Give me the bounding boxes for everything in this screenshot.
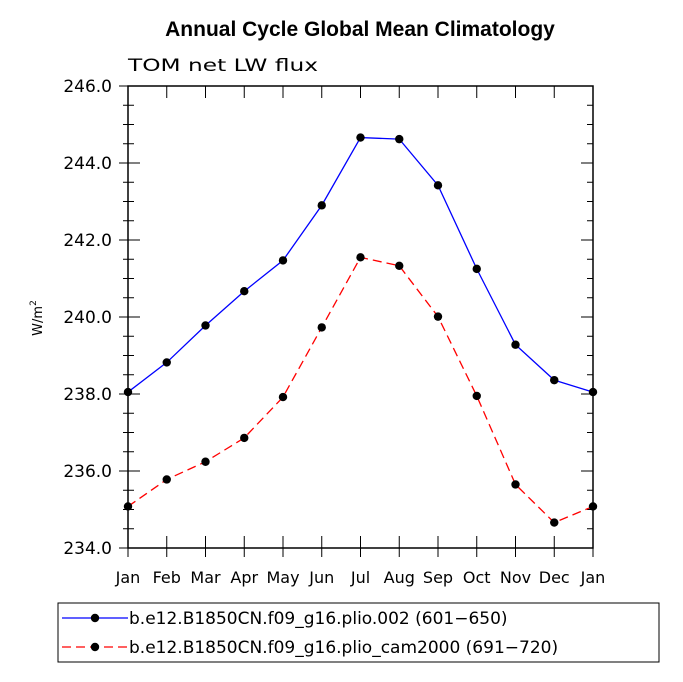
series-2-point xyxy=(550,518,559,527)
x-tick-label: Dec xyxy=(539,568,570,587)
series-2-point xyxy=(472,391,481,401)
series-2-point xyxy=(395,261,404,270)
series-1-point xyxy=(278,256,288,265)
x-tick-label: Oct xyxy=(463,568,491,587)
series-2-point xyxy=(317,323,326,332)
y-axis-label: W/m2 xyxy=(29,300,46,336)
series-1-point xyxy=(317,201,326,210)
series-2-point xyxy=(278,392,288,402)
chart-subtitle: TOM net LW flux xyxy=(127,56,318,76)
legend-marker-2 xyxy=(90,642,100,652)
y-tick-label: 246.0 xyxy=(63,77,112,97)
x-tick-label: May xyxy=(266,568,299,587)
plot-frame xyxy=(127,85,594,549)
y-axis-label-main: W/m xyxy=(31,306,46,336)
legend-label-1: b.e12.B1850CN.f09_g16.plio.002 (601−650) xyxy=(129,609,508,629)
axis-tick-labels: Jan Feb Mar Apr May Jun Jul Aug Sep Oct Nov Dec Jan2… xyxy=(63,77,605,587)
x-tick-label: Jan xyxy=(115,568,141,587)
y-tick-label: 234.0 xyxy=(63,539,112,559)
series-2-point xyxy=(433,312,443,321)
x-tick-label: Apr xyxy=(230,568,258,587)
legend-label-2: b.e12.B1850CN.f09_g16.plio_cam2000 (691−… xyxy=(129,638,558,658)
x-tick-label: Nov xyxy=(500,568,531,587)
x-tick-label: Feb xyxy=(153,568,181,587)
y-tick-label: 238.0 xyxy=(63,385,112,405)
series-1-point xyxy=(472,264,481,274)
series-1-point xyxy=(356,133,365,142)
series-1-point xyxy=(162,358,171,367)
series-2-point xyxy=(162,475,171,484)
series-2-point xyxy=(356,253,365,262)
y-axis-label-group: W/m2 xyxy=(29,300,46,336)
series-1-point xyxy=(201,321,210,330)
series-1-point xyxy=(550,375,559,385)
x-tick-label: Sep xyxy=(423,568,453,587)
legend: b.e12.B1850CN.f09_g16.plio.002 (601−650)… xyxy=(57,602,660,663)
legend-marker-1 xyxy=(90,613,100,623)
y-tick-label: 244.0 xyxy=(63,154,112,174)
x-tick-label: Jun xyxy=(308,568,334,587)
x-tick-label: Jul xyxy=(350,568,370,587)
y-tick-label: 236.0 xyxy=(63,462,112,482)
series-layer xyxy=(123,133,598,527)
y-tick-label: 240.0 xyxy=(63,308,112,328)
series-line-1 xyxy=(127,136,594,393)
x-tick-label: Aug xyxy=(384,568,415,587)
series-1-point xyxy=(240,287,249,296)
x-tick-label: Mar xyxy=(190,568,221,587)
y-axis-label-superscript: 2 xyxy=(29,300,39,306)
legend-box xyxy=(57,602,660,663)
series-1-point xyxy=(395,134,404,144)
y-tick-label: 242.0 xyxy=(63,231,112,251)
axis-ticks xyxy=(119,85,594,557)
series-2-point xyxy=(240,433,249,443)
x-tick-label: Jan xyxy=(580,568,606,587)
series-line-2 xyxy=(127,256,594,524)
series-1-point xyxy=(433,181,443,190)
series-2-point xyxy=(511,480,520,489)
series-1-point xyxy=(511,340,520,349)
series-2-point xyxy=(201,457,210,466)
chart-title: Annual Cycle Global Mean Climatology xyxy=(165,18,555,41)
